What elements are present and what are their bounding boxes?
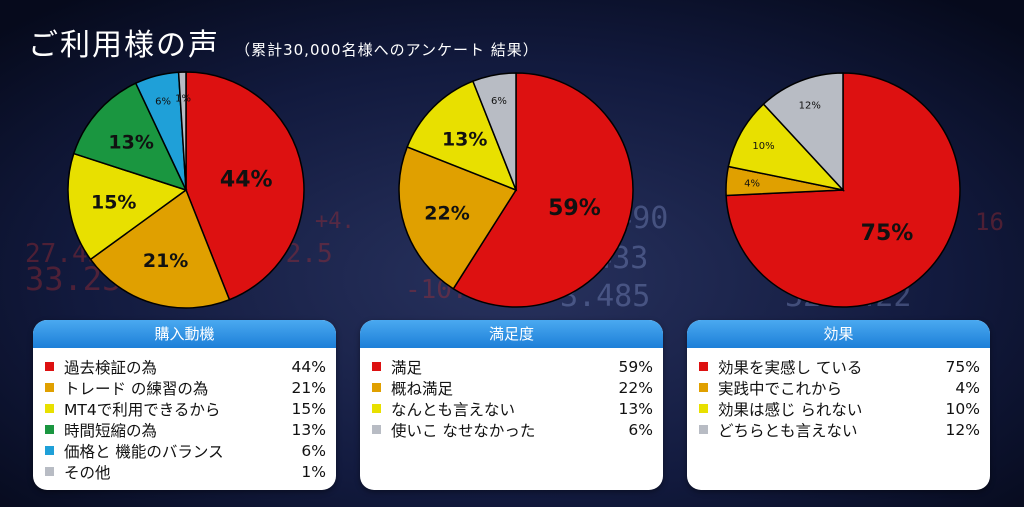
legend-label: 実践中でこれから [718, 379, 843, 398]
legend-item: その他 1% [45, 461, 326, 482]
legend-label: MT4で利用できるから [64, 400, 221, 419]
header: ご利用様の声 （累計30,000名様へのアンケート 結果） [28, 20, 539, 64]
pie-data-label: 44% [220, 167, 273, 192]
page-subtitle: （累計30,000名様へのアンケート 結果） [235, 41, 539, 59]
background-number: 16 [975, 208, 1004, 236]
legend-item: 効果は感じ られない 10% [699, 398, 980, 419]
legend-label: 使いこ なせなかった [391, 421, 536, 440]
legend-percent: 59% [618, 357, 653, 376]
pie-chart-0: 44% 21% 15% 13% 6% 1% [67, 71, 305, 309]
legend-swatch [45, 362, 54, 371]
legend-panel-satisfaction: 満足度 満足 59% 概ね満足 22% なんとも言えない 13% 使いこ なせなかった 6% [360, 320, 663, 490]
legend-item: 時間短縮の為 13% [45, 419, 326, 440]
legend-panel-purchase-motive: 購入動機 過去検証の為 44% トレード の練習の為 21% MT4で利用できるから 15… [33, 320, 336, 490]
legend-list: 過去検証の為 44% トレード の練習の為 21% MT4で利用できるから 15% 時間短縮… [33, 356, 336, 482]
legend-percent: 15% [291, 399, 326, 418]
panel-title: 購入動機 [33, 320, 336, 348]
legend-label: 価格と 機能のバランス [64, 442, 224, 461]
legend-percent: 6% [301, 441, 326, 460]
legend-swatch [699, 425, 708, 434]
legend-percent: 13% [618, 399, 653, 418]
pie-slice [471, 72, 517, 191]
legend-label: 過去検証の為 [64, 358, 158, 377]
legend-swatch [372, 362, 381, 371]
legend-item: 過去検証の為 44% [45, 356, 326, 377]
legend-item: 概ね満足 22% [372, 377, 653, 398]
pie-data-label: 6% [155, 96, 171, 107]
pie-slice [177, 71, 187, 191]
legend-percent: 4% [955, 378, 980, 397]
legend-item: 実践中でこれから 4% [699, 377, 980, 398]
legend-item: 効果を実感し ている 75% [699, 356, 980, 377]
pie-data-label: 10% [752, 141, 774, 152]
pie-slice [452, 72, 634, 308]
legend-item: どちらとも言えない 12% [699, 419, 980, 440]
pie-slice [406, 80, 518, 192]
legend-item: トレード の練習の為 21% [45, 377, 326, 398]
pie-data-label: 6% [491, 96, 507, 107]
legend-label: なんとも言えない [391, 400, 516, 419]
panel-title: 効果 [687, 320, 990, 348]
legend-swatch [699, 362, 708, 371]
page-title: ご利用様の声 [28, 28, 220, 63]
pie-slice [762, 72, 844, 192]
pie-data-label: 21% [143, 250, 188, 272]
legend-swatch [372, 404, 381, 413]
pie-slice [185, 71, 305, 301]
legend-label: どちらとも言えない [718, 421, 858, 440]
pie-data-label: 13% [108, 131, 153, 153]
pie-data-label: 22% [424, 202, 469, 224]
legend-swatch [372, 383, 381, 392]
background-number: +4. [315, 209, 355, 234]
legend-label: その他 [64, 463, 111, 482]
legend-item: MT4で利用できるから 15% [45, 398, 326, 419]
legend-label: 概ね満足 [391, 379, 454, 398]
legend-item: 満足 59% [372, 356, 653, 377]
legend-swatch [699, 383, 708, 392]
legend-percent: 1% [301, 462, 326, 481]
legend-list: 効果を実感し ている 75% 実践中でこれから 4% 効果は感じ られない 10% どちらと… [687, 356, 990, 440]
pie-slice [72, 82, 188, 192]
legend-percent: 75% [945, 357, 980, 376]
legend-percent: 6% [628, 420, 653, 439]
legend-label: トレード の練習の為 [64, 379, 209, 398]
legend-panel-effect: 効果 効果を実感し ている 75% 実践中でこれから 4% 効果は感じ られない 10% ど… [687, 320, 990, 490]
legend-percent: 12% [945, 420, 980, 439]
pie-data-label: 13% [442, 129, 487, 151]
legend-label: 満足 [391, 358, 423, 377]
pie-chart-1: 59% 22% 13% 6% [398, 72, 634, 308]
legend-percent: 13% [291, 420, 326, 439]
legend-percent: 21% [291, 378, 326, 397]
pie-data-label: 12% [799, 101, 821, 112]
legend-swatch [45, 467, 54, 476]
pie-data-label: 4% [744, 179, 760, 190]
legend-swatch [45, 404, 54, 413]
pie-data-label: 59% [548, 196, 601, 221]
legend-list: 満足 59% 概ね満足 22% なんとも言えない 13% 使いこ なせなかった 6% [360, 356, 663, 440]
legend-percent: 10% [945, 399, 980, 418]
legend-item: 価格と 機能のバランス 6% [45, 440, 326, 461]
legend-percent: 22% [618, 378, 653, 397]
legend-item: なんとも言えない 13% [372, 398, 653, 419]
pie-data-label: 1% [175, 94, 191, 105]
pie-slice [398, 145, 518, 290]
pie-slice [727, 103, 846, 192]
legend-label: 時間短縮の為 [64, 421, 158, 440]
pie-data-label: 75% [861, 221, 914, 246]
pie-slice [67, 152, 188, 261]
legend-swatch [45, 383, 54, 392]
legend-label: 効果は感じ られない [718, 400, 863, 419]
legend-label: 効果を実感し ている [718, 358, 863, 377]
panel-title: 満足度 [360, 320, 663, 348]
legend-swatch [45, 446, 54, 455]
legend-percent: 44% [291, 357, 326, 376]
pie-chart-2: 75% 4% 10% 12% [725, 72, 961, 308]
pie-data-label: 15% [91, 191, 136, 213]
legend-swatch [699, 404, 708, 413]
pie-slice [89, 188, 231, 309]
legend-swatch [372, 425, 381, 434]
legend-swatch [45, 425, 54, 434]
legend-item: 使いこ なせなかった 6% [372, 419, 653, 440]
